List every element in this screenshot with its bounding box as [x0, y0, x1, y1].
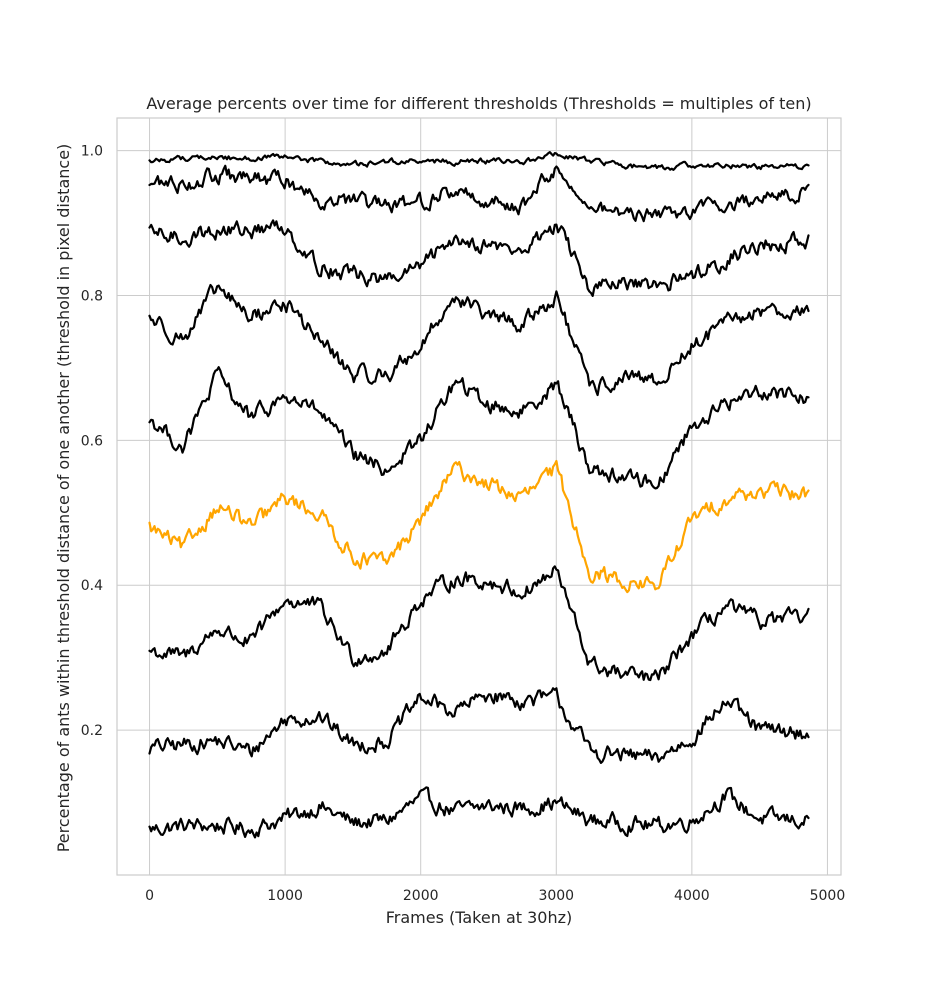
- x-tick-label: 3000: [538, 888, 574, 904]
- y-tick-label: 0.4: [81, 578, 103, 594]
- series-line-7: [148, 219, 810, 297]
- chart-title: Average percents over time for different…: [146, 94, 811, 113]
- series-line-8: [148, 164, 810, 223]
- series-group: [148, 151, 810, 839]
- series-line-1: [148, 786, 810, 839]
- y-tick-label: 0.2: [81, 723, 103, 739]
- series-line-5: [148, 366, 810, 490]
- x-tick-label: 2000: [403, 888, 439, 904]
- x-axis-label: Frames (Taken at 30hz): [386, 908, 573, 927]
- series-line-6: [148, 283, 810, 397]
- y-tick-label: 0.8: [81, 288, 103, 304]
- series-line-3: [148, 565, 810, 682]
- x-tick-label: 0: [145, 888, 154, 904]
- plot-frame: [116, 117, 842, 876]
- x-tick-label: 4000: [674, 888, 710, 904]
- grid: [117, 118, 841, 875]
- y-axis-ticks: 0.2 0.4 0.6 0.8 1.0: [81, 144, 103, 740]
- y-tick-label: 0.6: [81, 433, 103, 449]
- y-axis-label: Percentage of ants within threshold dist…: [54, 144, 73, 853]
- y-tick-label: 1.0: [81, 144, 103, 160]
- x-axis-ticks: 0 1000 2000 3000 4000 5000: [145, 888, 845, 904]
- series-line-9: [148, 151, 810, 171]
- series-line-4: [148, 459, 810, 594]
- series-line-2: [148, 687, 810, 764]
- x-tick-label: 5000: [810, 888, 846, 904]
- x-tick-label: 1000: [267, 888, 303, 904]
